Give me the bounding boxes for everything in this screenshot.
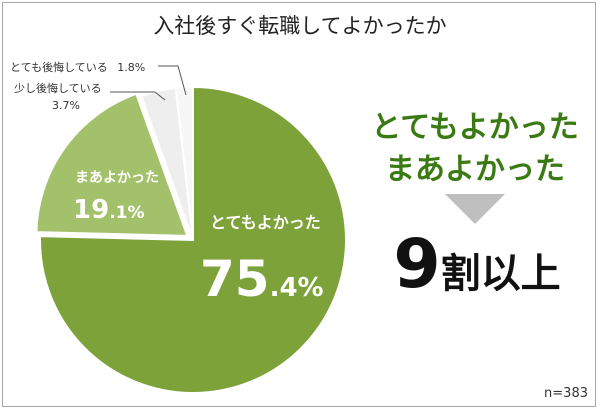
down-arrow-icon	[445, 194, 505, 224]
label-very-regret: とても後悔している 1.8%	[10, 60, 145, 74]
label-very-good-name: とてもよかった	[210, 213, 321, 232]
label-very-regret-name: とても後悔している	[10, 60, 108, 74]
label-somewhat-good-value-dec: .1%	[109, 203, 144, 223]
label-slightly-regret-name: 少し後悔している	[14, 81, 102, 95]
label-somewhat-good-name: まあよかった	[75, 170, 159, 186]
result-summary: 9割以上	[372, 225, 582, 304]
sample-size: n=383	[544, 386, 588, 401]
headline-very-good: とてもよかった	[352, 108, 598, 148]
headline-somewhat-good: まあよかった	[352, 150, 598, 190]
result-text: 割以上	[441, 251, 561, 297]
label-slightly-regret-value: 3.7%	[52, 99, 80, 112]
result-number: 9	[393, 225, 440, 304]
label-very-good-value-int: 75	[200, 250, 270, 308]
label-very-regret-value: 1.8%	[117, 61, 145, 74]
label-very-good-value-dec: .4%	[270, 273, 324, 303]
label-somewhat-good-value-int: 19	[73, 195, 109, 225]
